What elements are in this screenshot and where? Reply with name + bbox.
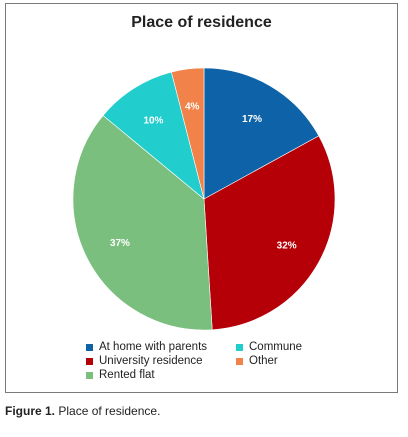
pie-slice-label: 17% xyxy=(242,114,262,125)
chart-legend: At home with parents Commune University … xyxy=(86,340,336,382)
pie-slice-other xyxy=(171,67,205,200)
figure-caption: Figure 1. Place of residence. xyxy=(5,404,160,418)
legend-label: University residence xyxy=(99,355,203,367)
legend-item-at-home-with-parents: At home with parents xyxy=(86,341,236,353)
legend-item-university-residence: University residence xyxy=(86,355,236,367)
legend-row: Rented flat xyxy=(86,368,336,382)
legend-swatch xyxy=(86,371,93,379)
legend-label: Commune xyxy=(249,341,303,353)
chart-frame: Place of residence 17% 32% 37% 10% 4% At hom… xyxy=(5,3,398,393)
legend-row: At home with parents Commune xyxy=(86,340,336,354)
legend-label: Rented flat xyxy=(99,369,155,381)
legend-swatch xyxy=(236,343,243,351)
pie-slice-commune xyxy=(102,71,205,200)
legend-item-other: Other xyxy=(236,355,336,367)
legend-row: University residence Other xyxy=(86,354,336,368)
pie-slice-label: 10% xyxy=(143,115,163,126)
figure-caption-label: Figure 1. xyxy=(5,404,56,418)
legend-swatch xyxy=(86,357,93,365)
legend-label: At home with parents xyxy=(99,341,208,353)
legend-label: Other xyxy=(249,355,278,367)
legend-item-rented-flat: Rented flat xyxy=(86,369,236,381)
pie-slice-label: 4% xyxy=(185,101,200,112)
legend-item-commune: Commune xyxy=(236,341,336,353)
pie-slice-label: 32% xyxy=(277,240,297,251)
legend-swatch xyxy=(236,357,243,365)
pie-slice-label: 37% xyxy=(110,238,130,249)
pie-chart: 17% 32% 37% 10% 4% xyxy=(72,67,336,331)
pie-slice-university-residence xyxy=(203,135,336,331)
pie-slice-at-home-with-parents xyxy=(203,67,320,200)
chart-title: Place of residence xyxy=(131,14,272,31)
pie-slice-rented-flat xyxy=(72,115,213,331)
figure-caption-text: Place of residence. xyxy=(55,404,161,418)
legend-swatch xyxy=(86,343,93,351)
